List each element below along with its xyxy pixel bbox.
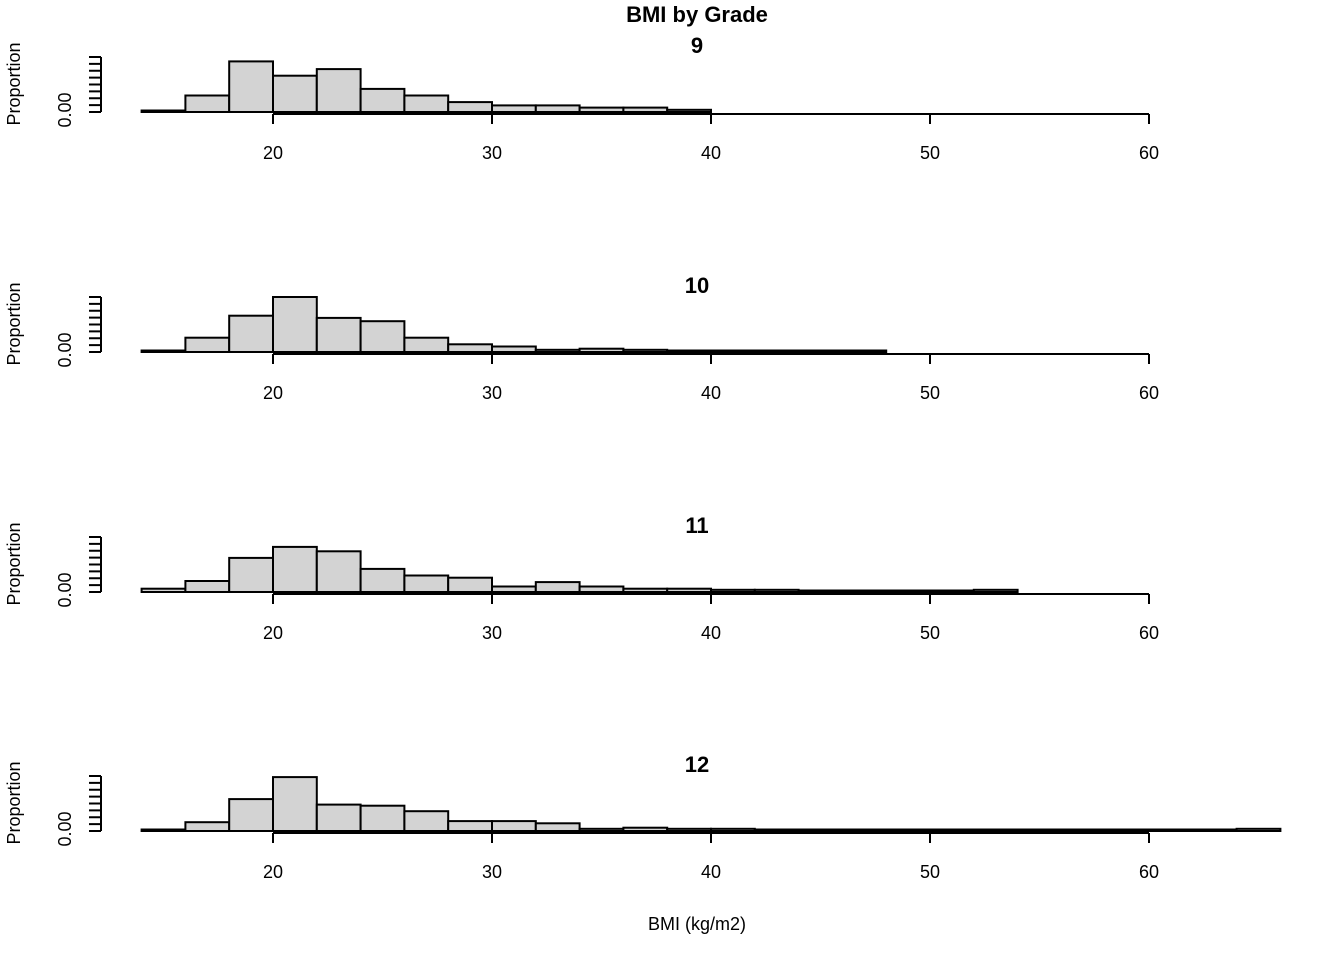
panel-title: 11 — [685, 513, 708, 538]
x-tick-label: 20 — [263, 143, 283, 163]
histogram-bar — [315, 550, 362, 593]
x-tick-label: 40 — [701, 143, 721, 163]
x-tick-label: 50 — [920, 143, 940, 163]
histogram-bar — [184, 94, 231, 113]
x-tick-label: 40 — [701, 623, 721, 643]
panel-grade-9: 9 20 30 40 50 60 0.00 Proportion — [4, 33, 1159, 163]
histogram-bar — [972, 588, 1019, 593]
y-tick-label: 0.00 — [55, 572, 75, 607]
panel-grade-10: 10 20 30 40 50 60 0.00 Proportion — [4, 273, 1159, 403]
histogram-bar — [447, 820, 494, 832]
histogram-bar — [315, 68, 362, 113]
x-tick-label: 60 — [1139, 862, 1159, 882]
histogram-bar — [184, 821, 231, 833]
histogram-bar — [447, 576, 494, 594]
histogram-bar — [228, 798, 274, 832]
x-tick-label: 30 — [482, 383, 502, 403]
y-tick-label: 0.00 — [55, 92, 75, 127]
y-axis-label: Proportion — [4, 522, 24, 605]
histogram-bar — [272, 74, 318, 113]
y-tick-label: 0.00 — [55, 811, 75, 846]
histogram-bar — [228, 314, 274, 354]
x-tick-label: 60 — [1139, 383, 1159, 403]
histogram-bar — [272, 545, 318, 594]
y-tick-label: 0.00 — [55, 332, 75, 367]
x-tick-label: 60 — [1139, 143, 1159, 163]
histogram-bar — [315, 316, 362, 353]
histogram-bar — [184, 336, 231, 354]
histogram-bar — [403, 336, 450, 354]
x-tick-label: 40 — [701, 862, 721, 882]
histogram-bar — [272, 776, 318, 832]
histogram-bar — [403, 94, 450, 113]
histogram-bar — [184, 580, 231, 593]
histogram-bar — [359, 567, 406, 594]
histogram-bar — [359, 804, 406, 833]
x-tick-label: 50 — [920, 862, 940, 882]
x-tick-label: 30 — [482, 862, 502, 882]
x-tick-label: 20 — [263, 862, 283, 882]
panel-grade-12: 12 20 30 40 50 60 0.00 Proportion — [4, 752, 1282, 882]
panel-grade-11: 11 20 30 40 50 60 0.00 Proportion — [4, 513, 1159, 643]
x-tick-label: 20 — [263, 623, 283, 643]
chart-title: BMI by Grade — [626, 2, 768, 27]
panels-layer: 9 20 30 40 50 60 0.00 Proportion 10 20 30 40 50 60 0.0… — [4, 33, 1282, 882]
panel-title: 12 — [685, 752, 709, 777]
histogram-bar — [315, 803, 362, 832]
y-axis-label: Proportion — [4, 761, 24, 844]
histogram-bar — [447, 101, 494, 113]
histogram-bar — [447, 343, 494, 353]
x-tick-label: 50 — [920, 623, 940, 643]
x-tick-label: 30 — [482, 623, 502, 643]
histogram-bar — [228, 60, 274, 113]
x-tick-label: 40 — [701, 383, 721, 403]
histogram-bar — [359, 320, 406, 354]
x-tick-label: 50 — [920, 383, 940, 403]
y-axis-label: Proportion — [4, 42, 24, 125]
histogram-bar — [491, 820, 537, 832]
histogram-bar — [403, 810, 450, 833]
x-tick-label: 60 — [1139, 623, 1159, 643]
histogram-bar — [403, 574, 450, 593]
histogram-bar — [272, 296, 318, 353]
y-axis-label: Proportion — [4, 282, 24, 365]
x-tick-label: 20 — [263, 383, 283, 403]
panel-title: 10 — [685, 273, 709, 298]
x-axis-label: BMI (kg/m2) — [648, 914, 746, 934]
histogram-bar — [228, 556, 274, 594]
histogram-bar — [534, 822, 581, 832]
x-tick-label: 30 — [482, 143, 502, 163]
histogram-bar — [359, 87, 406, 114]
panel-title: 9 — [691, 33, 703, 58]
histogram-bar — [534, 581, 581, 593]
